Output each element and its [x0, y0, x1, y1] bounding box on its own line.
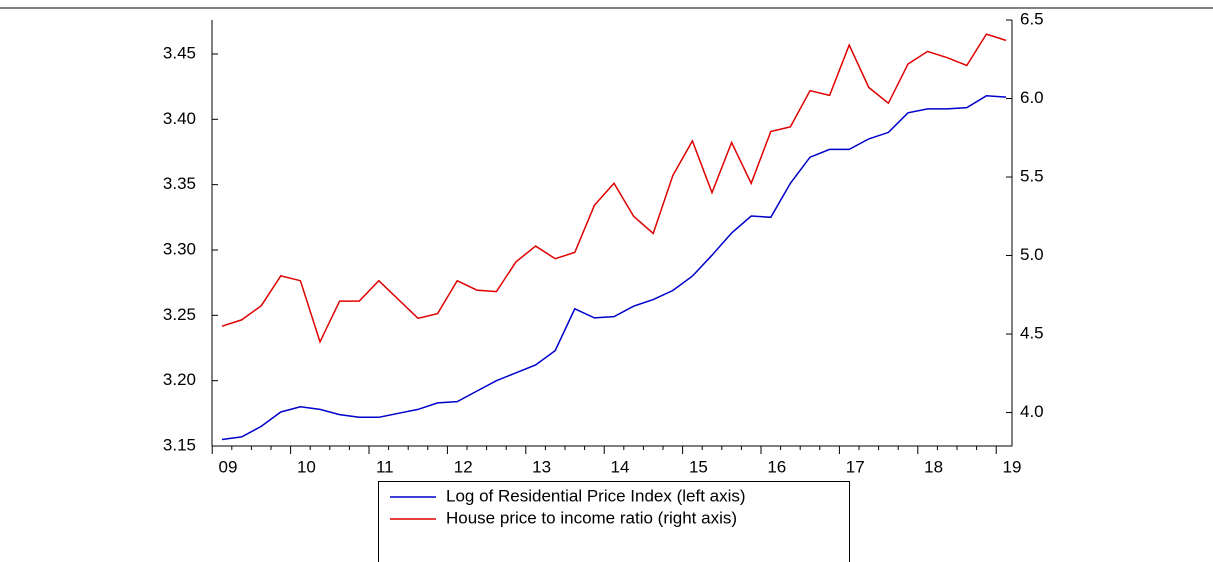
legend-label: Log of Residential Price Index (left axi… [446, 486, 746, 505]
legend-box [378, 481, 850, 562]
x-tick-label: 10 [297, 457, 316, 476]
plot-frame [211, 20, 1013, 447]
series-line [221, 95, 1007, 441]
x-tick-label: 17 [846, 457, 865, 476]
x-tick-label: 09 [219, 457, 238, 476]
x-tick-label: 12 [454, 457, 473, 476]
y-tick-label: 3.25 [163, 305, 196, 324]
y-tick-label: 3.35 [163, 174, 196, 193]
series-line [221, 33, 1007, 344]
x-tick-label: 13 [532, 457, 551, 476]
y2-tick-label: 6.0 [1020, 88, 1044, 107]
x-tick-label: 15 [689, 457, 708, 476]
y2-tick-label: 4.5 [1020, 324, 1044, 343]
y-tick-label: 3.30 [163, 239, 196, 258]
y-tick-label: 3.20 [163, 370, 196, 389]
y2-tick-label: 4.0 [1020, 402, 1044, 421]
x-tick-label: 11 [376, 457, 394, 476]
y-tick-label: 3.45 [163, 43, 196, 62]
x-tick-label: 16 [767, 457, 786, 476]
x-tick-label: 19 [1003, 457, 1022, 476]
y2-tick-label: 5.5 [1020, 167, 1044, 186]
y2-tick-label: 6.5 [1020, 9, 1044, 28]
x-tick-label: 14 [611, 457, 630, 476]
x-tick-label: 18 [924, 457, 943, 476]
y-tick-label: 3.15 [163, 435, 196, 454]
y2-tick-label: 5.0 [1020, 245, 1044, 264]
legend-label: House price to income ratio (right axis) [446, 508, 737, 527]
y-tick-label: 3.40 [163, 109, 196, 128]
